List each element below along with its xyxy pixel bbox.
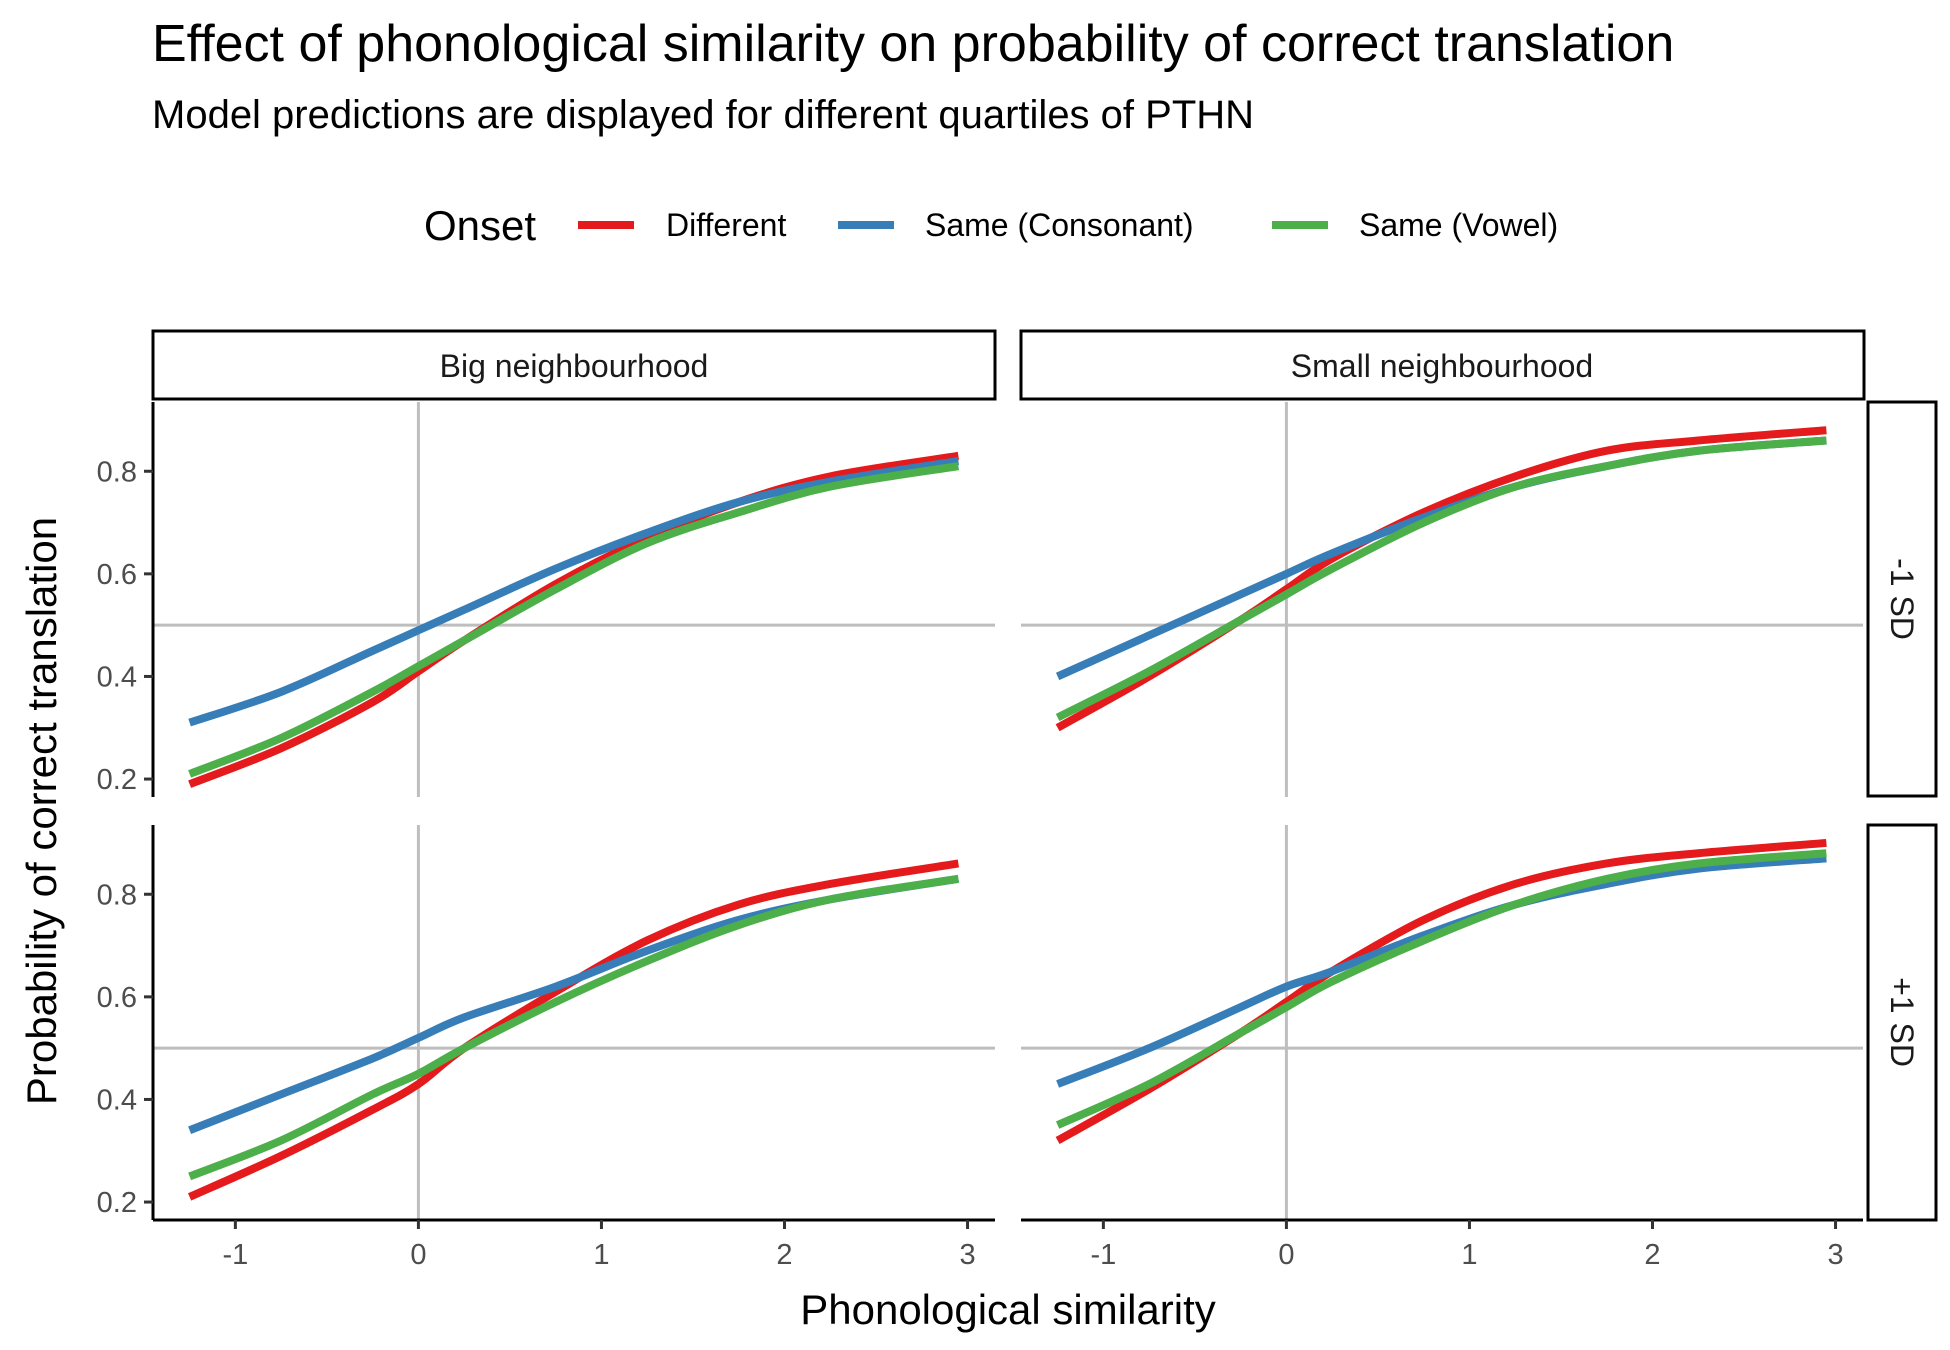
y-tick-label: 0.6 (97, 559, 137, 591)
x-tick-label: 3 (1827, 1239, 1843, 1271)
y-tick-label: 0.4 (97, 1084, 137, 1116)
legend: Onset Different Same (Consonant) Same (V… (424, 202, 1558, 249)
x-tick-label: 1 (1461, 1239, 1477, 1271)
series-line-same-vowel (188, 462, 960, 778)
y-tick-label: 0.2 (97, 764, 137, 796)
series-line-same-vowel (1055, 849, 1827, 1129)
panel-big-plus-1sd: 0.2 0.4 0.6 0.8 -1 0 1 2 3 (97, 825, 995, 1271)
chart-subtitle: Model predictions are displayed for diff… (152, 93, 1254, 137)
panel-small-minus-1sd (1021, 402, 1863, 797)
panel-background (1021, 402, 1863, 797)
series-line-same-vowel (1055, 436, 1827, 722)
x-axis-title: Phonological similarity (800, 1286, 1216, 1333)
y-tick-label: 0.8 (97, 879, 137, 911)
x-tick-label: 2 (1644, 1239, 1660, 1271)
strip-column-small: Small neighbourhood (1019, 329, 1866, 401)
x-tick-label: 1 (593, 1239, 609, 1271)
y-tick-label: 0.2 (97, 1187, 137, 1219)
legend-label-same-vowel: Same (Vowel) (1359, 207, 1558, 243)
panel-big-minus-1sd: 0.2 0.4 0.6 0.8 (97, 402, 995, 797)
x-tick-label: 3 (959, 1239, 975, 1271)
x-tick-label: 0 (410, 1239, 426, 1271)
legend-label-different: Different (666, 207, 786, 243)
x-tick-label: -1 (222, 1239, 248, 1271)
y-axis-title: Probability of correct translation (18, 517, 65, 1105)
series-line-same-vowel (188, 874, 960, 1181)
strip-row-minus-1sd: -1 SD (1866, 400, 1938, 798)
legend-label-same-consonant: Same (Consonant) (925, 207, 1194, 243)
x-tick-label: 0 (1278, 1239, 1294, 1271)
strip-column-big: Big neighbourhood (151, 329, 997, 401)
y-tick-label: 0.6 (97, 982, 137, 1014)
strip-row-plus-1sd: +1 SD (1866, 823, 1938, 1222)
legend-title: Onset (424, 202, 536, 249)
series-line-same-consonant (1056, 854, 1827, 1088)
strip-label-big-neighbourhood: Big neighbourhood (440, 348, 709, 384)
strip-label-plus-1sd: +1 SD (1884, 977, 1920, 1067)
y-tick-label: 0.4 (97, 661, 137, 693)
chart-title: Effect of phonological similarity on pro… (152, 15, 1674, 73)
series-line-same-consonant (188, 457, 960, 727)
y-tick-label: 0.8 (97, 456, 137, 488)
strip-label-small-neighbourhood: Small neighbourhood (1291, 348, 1593, 384)
strip-label-minus-1sd: -1 SD (1884, 558, 1920, 640)
x-tick-label: -1 (1090, 1239, 1116, 1271)
x-tick-label: 2 (776, 1239, 792, 1271)
series-line-different (187, 859, 960, 1201)
panel-background (1021, 825, 1863, 1220)
panel-small-plus-1sd: -1 0 1 2 3 (1021, 825, 1863, 1271)
